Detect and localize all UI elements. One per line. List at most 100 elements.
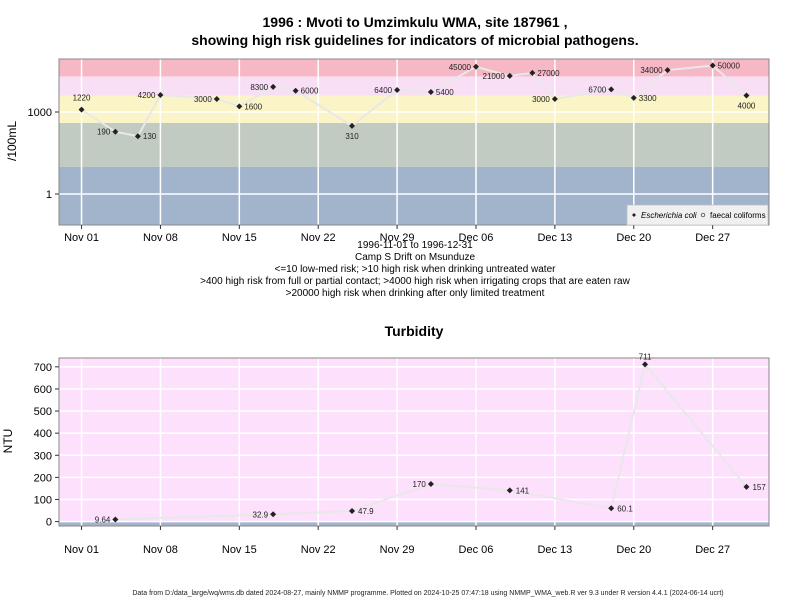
ecoli-point xyxy=(551,95,558,102)
ecoli-value-label: 34000 xyxy=(640,66,663,75)
legend-box xyxy=(626,204,769,226)
band-treatment-risk xyxy=(59,59,769,77)
ecoli-value-label: 190 xyxy=(97,128,111,137)
ecoli-value-label: 4000 xyxy=(738,102,756,111)
ecoli-point xyxy=(112,128,119,135)
top-xtick-label: Dec 27 xyxy=(695,232,730,244)
ecoli-point xyxy=(709,62,716,69)
turbidity-series: 9.64 32.9 47.9 170 141 60.1 711 157 xyxy=(95,352,767,524)
ecoli-point xyxy=(349,122,356,129)
top-y-axis: 1 1000 xyxy=(28,107,59,201)
top-xtick-label: Nov 01 xyxy=(64,232,99,244)
bottom-ytick-label: 0 xyxy=(46,517,52,529)
ecoli-value-label: 3300 xyxy=(639,94,657,103)
turbidity-low-band xyxy=(59,521,769,526)
ecoli-point xyxy=(270,83,277,90)
top-plot-frame xyxy=(58,58,770,226)
bottom-plot-frame xyxy=(58,357,770,527)
ecoli-point xyxy=(213,95,220,102)
turbidity-point xyxy=(349,507,356,514)
ecoli-point xyxy=(664,67,671,74)
ecoli-value-label: 6000 xyxy=(301,87,319,96)
turbidity-value-label: 157 xyxy=(752,483,766,492)
bottom-xtick-label: Nov 15 xyxy=(222,544,257,556)
turbidity-point xyxy=(270,511,277,518)
bottom-y-axis: 0 100 200 300 400 500 600 700 xyxy=(34,362,59,529)
turbidity-point xyxy=(743,483,750,490)
ecoli-point xyxy=(506,72,513,79)
subtitle-guideline-2: >400 high risk from full or partial cont… xyxy=(200,276,630,287)
ecoli-point xyxy=(236,103,243,110)
turbidity-value-label: 9.64 xyxy=(95,515,111,524)
bottom-xtick-label: Nov 22 xyxy=(301,544,336,556)
turbidity-line xyxy=(115,362,748,521)
turbidity-value-label: 170 xyxy=(413,480,427,489)
top-y-label: /100mL xyxy=(5,121,19,161)
ecoli-value-label: 6700 xyxy=(588,85,606,94)
ecoli-point xyxy=(292,87,299,94)
ecoli-line xyxy=(80,64,748,138)
ecoli-point xyxy=(394,86,401,93)
top-ytick-label: 1 xyxy=(46,189,52,201)
bottom-xtick-label: Nov 01 xyxy=(64,544,99,556)
subtitle-site: Camp S Drift on Msunduze xyxy=(355,252,475,263)
bottom-ytick-label: 300 xyxy=(34,450,52,462)
turbidity-point xyxy=(427,481,434,487)
chart-title-line1: 1996 : Mvoti to Umzimkulu WMA, site 1879… xyxy=(263,14,568,30)
top-xtick-label: Dec 13 xyxy=(537,232,572,244)
ecoli-value-label: 27000 xyxy=(537,69,560,78)
bottom-x-axis: Nov 01 Nov 08 Nov 15 Nov 22 Nov 29 Dec 06 Dec … xyxy=(64,526,730,556)
legend: Escherichia coli faecal coliforms xyxy=(626,204,769,226)
bottom-xtick-label: Nov 08 xyxy=(143,544,178,556)
ecoli-value-label: 4200 xyxy=(138,91,156,100)
ecoli-point xyxy=(743,92,750,99)
turbidity-value-label: 47.9 xyxy=(358,507,374,516)
ecoli-value-label: 8300 xyxy=(250,83,268,92)
ecoli-value-label: 310 xyxy=(345,132,359,141)
turbidity-value-label: 141 xyxy=(516,486,530,495)
turbidity-value-label: 711 xyxy=(639,352,652,361)
turbidity-point xyxy=(642,361,649,368)
turbidity-point xyxy=(112,516,119,523)
ecoli-value-label: 1220 xyxy=(73,94,91,103)
top-ytick-label: 1000 xyxy=(28,107,52,119)
top-xtick-label: Nov 08 xyxy=(143,232,178,244)
legend-ecoli-label: Escherichia coli xyxy=(641,211,697,220)
ecoli-point xyxy=(134,133,141,140)
bottom-xtick-label: Dec 27 xyxy=(695,544,730,556)
turbidity-value-label: 60.1 xyxy=(617,504,633,513)
turbidity-value-label: 32.9 xyxy=(253,510,269,519)
ecoli-value-label: 6400 xyxy=(374,86,392,95)
subtitle-guideline-1: <=10 low-med risk; >10 high risk when dr… xyxy=(275,264,557,275)
ecoli-value-label: 3000 xyxy=(532,95,550,104)
ecoli-point xyxy=(529,69,536,76)
ecoli-point xyxy=(157,91,164,98)
bottom-xtick-label: Dec 06 xyxy=(459,544,494,556)
risk-bands xyxy=(59,59,769,225)
ecoli-point xyxy=(427,88,434,95)
top-xtick-label: Dec 20 xyxy=(616,232,651,244)
chart-title-line2: showing high risk guidelines for indicat… xyxy=(191,32,638,48)
bottom-ytick-label: 400 xyxy=(34,428,52,440)
subtitle-date-range: 1996-11-01 to 1996-12-31 xyxy=(357,240,473,251)
bottom-ytick-label: 200 xyxy=(34,472,52,484)
bottom-y-label: NTU xyxy=(1,429,15,454)
legend-ecoli-marker xyxy=(632,213,636,217)
subtitle-guideline-3: >20000 high risk when drinking after onl… xyxy=(286,288,545,299)
ecoli-series: 1220 190 130 4200 3000 1600 8300 6000 310 6400 540… xyxy=(73,62,756,142)
ecoli-point xyxy=(78,106,85,113)
legend-faecal-marker xyxy=(700,212,706,218)
ecoli-point xyxy=(472,63,479,70)
top-x-axis: Nov 01 Nov 08 Nov 15 Nov 22 Nov 29 Dec 06 Dec … xyxy=(64,225,730,244)
ecoli-value-label: 5400 xyxy=(436,88,454,97)
turbidity-point xyxy=(608,505,615,512)
bottom-grid xyxy=(59,358,769,526)
footer-note: Data from D:/data_large/wq/wms.db dated … xyxy=(132,590,723,597)
microbial-panel: 1220 190 130 4200 3000 1600 8300 6000 310 6400 540… xyxy=(5,58,770,299)
turbidity-background xyxy=(59,358,769,526)
top-xtick-label: Dec 06 xyxy=(459,232,494,244)
band-drinking-risk xyxy=(59,122,769,167)
bottom-ytick-label: 700 xyxy=(34,362,52,374)
ecoli-value-label: 50000 xyxy=(718,62,741,71)
